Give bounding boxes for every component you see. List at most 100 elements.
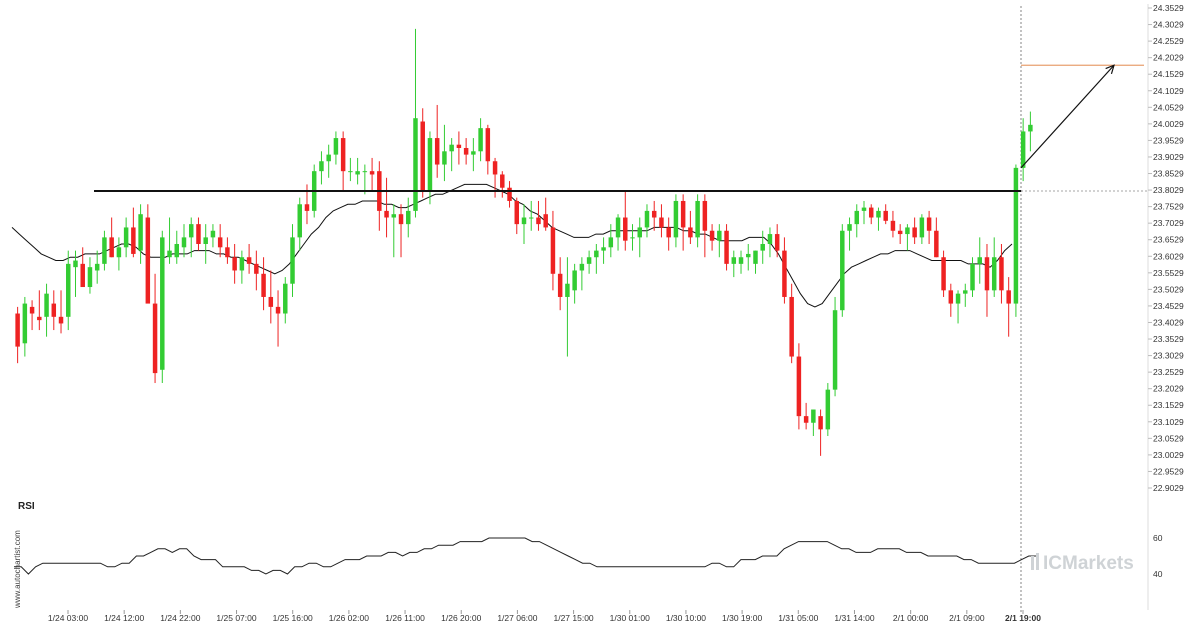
candle-body [94,263,100,271]
candle-body [688,227,693,238]
candle-body [579,263,585,271]
candle-body [1020,131,1026,168]
candle-body [586,257,592,264]
candle-body [152,303,158,374]
candle-body [919,217,925,238]
candle-body [550,227,556,274]
price-tick-label: 22.9029 [1153,483,1184,493]
candle-body [348,171,353,173]
candle-body [434,138,440,165]
brand-logo: ICMarkets [1031,553,1134,574]
time-tick-label: 2/1 09:00 [949,613,985,623]
price-tick-label: 23.4529 [1153,301,1184,311]
candle-body [521,217,527,225]
candle-body [449,144,454,152]
candle-body [651,210,657,218]
candle-body [868,207,874,218]
candle-body [782,250,787,297]
candle-body [623,217,628,241]
price-tick-label: 23.1529 [1153,400,1184,410]
candle-body [304,204,310,211]
candle-body [897,230,903,235]
candle-body [1006,290,1011,304]
candle-body [22,303,28,344]
candlestick-layer [15,28,1033,456]
candle-body [181,237,187,248]
candle-body [630,237,635,239]
candle-body [297,204,302,238]
candle-body [500,174,505,188]
candle-body [246,257,252,264]
candle-body [427,138,433,192]
candle-body [102,237,107,264]
candle-body [326,154,331,162]
time-tick-label: 1/30 19:00 [722,613,762,623]
time-tick-label: 1/31 14:00 [834,613,874,623]
candle-body [413,118,418,211]
candle-body [702,200,708,231]
time-tick-label: 1/26 20:00 [441,613,481,623]
candle-body [471,151,476,155]
candle-body [442,151,447,165]
candle-body [673,200,679,238]
candle-body [507,187,512,201]
candle-body [167,250,172,258]
candle-body [543,214,548,228]
candle-body [557,273,563,297]
candle-body [261,273,266,297]
time-tick-label: 1/30 01:00 [610,613,650,623]
candle-body [384,210,389,218]
candle-body [861,207,867,211]
candle-body [594,250,599,258]
candle-body [283,283,288,314]
candle-body [51,303,57,317]
candle-body [746,253,751,258]
price-tick-label: 23.4029 [1153,317,1184,327]
candle-body [160,237,165,370]
candle-body [492,161,498,175]
candle-body [977,257,982,264]
candle-body [984,257,990,291]
price-tick-label: 24.0529 [1153,102,1184,112]
candle-body [760,243,765,251]
candle-body [883,210,888,221]
candle-body [225,247,230,258]
candle-body [333,138,339,155]
price-tick-label: 23.9029 [1153,152,1184,162]
price-tick-label: 23.5529 [1153,268,1184,278]
price-tick-label: 23.8529 [1153,169,1184,179]
candle-body [565,283,570,297]
price-tick-label: 23.5029 [1153,284,1184,294]
time-tick-label: 2/1 19:00 [1005,613,1041,623]
candle-body [615,217,621,238]
time-tick-label: 1/24 12:00 [104,613,144,623]
price-tick-label: 24.3529 [1153,3,1184,13]
candle-body [955,293,961,304]
rsi-line [14,537,1036,575]
candle-body [970,263,975,291]
candle-body [840,230,845,311]
candle-body [608,237,614,248]
candle-body [80,263,85,288]
candle-body [767,234,773,244]
price-tick-label: 24.2529 [1153,36,1184,46]
candle-body [991,257,997,291]
brand-name: ICMarkets [1043,553,1134,574]
candle-body [912,227,917,238]
rsi-title: RSI [18,501,35,512]
time-tick-label: 1/24 22:00 [160,613,200,623]
brand-logo-mark [1031,556,1034,570]
candle-body [131,227,136,254]
candle-body [239,257,245,271]
candle-body [717,230,722,241]
price-tick-label: 23.7529 [1153,202,1184,212]
candle-body [847,224,852,231]
price-tick-label: 23.9529 [1153,135,1184,145]
candle-body [123,227,129,248]
candle-body [695,200,700,238]
forecast-arrowhead [1105,64,1115,75]
candle-body [999,257,1004,291]
candle-body [601,247,606,251]
candle-body [116,247,122,258]
